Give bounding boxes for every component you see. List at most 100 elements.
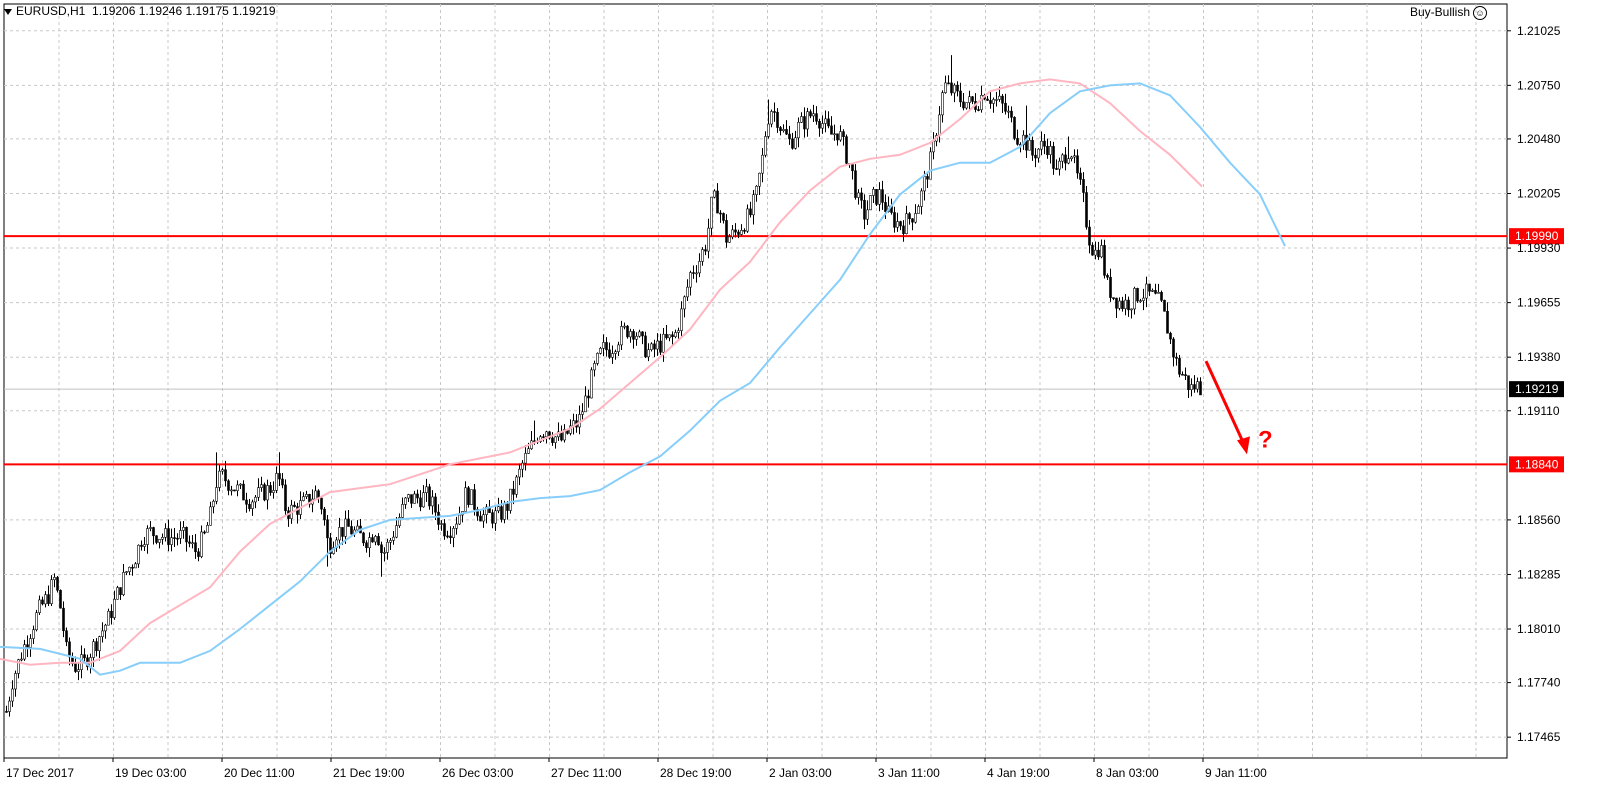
candle-body — [707, 227, 710, 252]
candle-body — [764, 136, 767, 156]
candle-body — [1100, 245, 1103, 258]
candle-body — [1142, 297, 1145, 301]
candle-body — [47, 594, 50, 604]
dropdown-triangle-icon[interactable] — [4, 8, 12, 15]
candle-body — [608, 349, 611, 358]
candle-body — [1166, 310, 1169, 334]
candle-body — [377, 536, 380, 546]
candle-body — [476, 509, 479, 517]
candle-body — [176, 537, 179, 540]
candle-body — [845, 136, 848, 164]
candle-body — [188, 541, 191, 544]
candle-body — [65, 630, 68, 643]
candle-body — [836, 133, 839, 141]
candle-body — [23, 644, 26, 660]
candle-body — [1112, 297, 1115, 299]
moving-average-line — [0, 78, 1203, 666]
candle-body — [452, 528, 455, 538]
candle-body — [866, 209, 869, 220]
candle-body — [326, 519, 329, 539]
current-price-box — [1509, 381, 1564, 398]
candle-body — [998, 95, 1001, 100]
candle-body — [467, 487, 470, 505]
candle-body — [215, 487, 218, 502]
candle-body — [1175, 356, 1178, 359]
level-label-box — [1509, 228, 1564, 245]
candle-body — [950, 82, 953, 94]
candle-body — [344, 518, 347, 537]
candle-body — [1004, 102, 1007, 112]
candle-body — [146, 528, 149, 545]
candle-body — [167, 528, 170, 545]
candle-body — [1196, 381, 1199, 390]
candle-body — [446, 535, 449, 538]
candle-body — [692, 272, 695, 274]
candle-body — [1067, 158, 1070, 164]
candle-body — [791, 138, 794, 149]
candle-body — [1058, 160, 1061, 170]
candle-body — [713, 190, 716, 198]
candle-body — [1082, 179, 1085, 193]
expert-advisor-label[interactable]: Buy-Bullish ☺ — [1410, 5, 1487, 20]
y-tick-label: 1.19930 — [1517, 241, 1561, 255]
candle-body — [128, 566, 131, 572]
candle-body — [83, 654, 86, 659]
candle-body — [140, 544, 143, 547]
candles — [5, 55, 1202, 717]
candle-body — [386, 541, 389, 553]
candle-body — [1001, 95, 1004, 104]
candle-body — [869, 195, 872, 211]
candle-body — [1013, 117, 1016, 139]
candle-body — [356, 525, 359, 531]
candle-body — [854, 170, 857, 198]
candle-body — [911, 218, 914, 223]
candle-body — [410, 494, 413, 504]
candle-body — [266, 485, 269, 501]
candle-body — [740, 230, 743, 235]
candle-body — [1157, 292, 1160, 294]
candle-body — [929, 151, 932, 180]
candle-body — [920, 190, 923, 207]
x-tick-label: 28 Dec 19:00 — [660, 766, 732, 780]
candle-body — [986, 98, 989, 101]
candle-body — [260, 484, 263, 488]
candle-body — [209, 506, 212, 526]
candle-body — [194, 542, 197, 553]
price-axis: 1.21025 1.20750 1.20480 1.20205 1.19930 1.196… — [1507, 24, 1564, 744]
candle-body — [302, 496, 305, 501]
y-tick-label: 1.19655 — [1517, 296, 1561, 310]
candle-body — [515, 476, 518, 495]
candle-body — [104, 624, 107, 632]
candle-body — [827, 118, 830, 127]
candle-body — [101, 630, 104, 637]
candle-body — [1151, 290, 1154, 292]
candle-body — [959, 90, 962, 103]
candle-body — [839, 131, 842, 141]
x-tick-label: 17 Dec 2017 — [6, 766, 74, 780]
candle-body — [224, 469, 227, 482]
candle-body — [914, 213, 917, 223]
candle-body — [1097, 249, 1100, 258]
candle-body — [320, 497, 323, 510]
candle-body — [725, 220, 728, 243]
candle-body — [1034, 154, 1037, 159]
candle-body — [350, 526, 353, 535]
candle-body — [737, 231, 740, 235]
candle-body — [710, 196, 713, 229]
moving-average-line — [0, 82, 1286, 676]
candle-body — [617, 344, 620, 352]
candle-body — [512, 488, 515, 495]
candle-body — [785, 129, 788, 135]
candle-body — [1136, 288, 1139, 302]
candle-body — [1187, 375, 1190, 390]
candle-body — [95, 641, 98, 652]
candle-body — [1118, 300, 1121, 309]
candle-body — [647, 349, 650, 358]
candle-body — [245, 499, 248, 505]
candle-body — [953, 84, 956, 94]
candle-body — [602, 342, 605, 349]
level-label: 1.19990 — [1515, 229, 1559, 243]
candle-body — [941, 92, 944, 116]
candle-body — [143, 544, 146, 547]
